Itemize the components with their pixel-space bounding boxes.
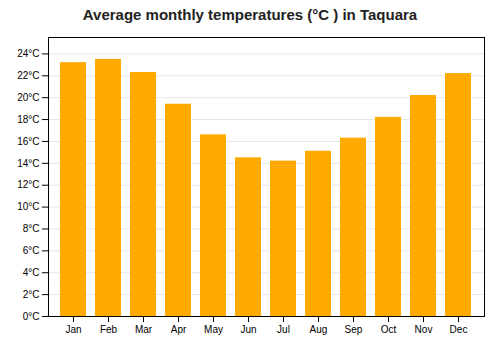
svg-text:12°C: 12°C — [17, 179, 39, 190]
svg-text:Aug: Aug — [310, 324, 328, 335]
svg-text:Jun: Jun — [240, 324, 256, 335]
svg-text:Sep: Sep — [345, 324, 363, 335]
svg-text:10°C: 10°C — [17, 201, 39, 212]
svg-text:Mar: Mar — [135, 324, 153, 335]
html-text:Average monthly temperatures (: Average monthly temperatures (°C ) in Ta… — [82, 6, 418, 23]
svg-text:Apr: Apr — [171, 324, 187, 335]
svg-text:8°C: 8°C — [23, 223, 40, 234]
svg-text:Oct: Oct — [381, 324, 397, 335]
svg-text:20°C: 20°C — [17, 92, 39, 103]
svg-text:16°C: 16°C — [17, 136, 39, 147]
svg-text:14°C: 14°C — [17, 158, 39, 169]
svg-text:4°C: 4°C — [23, 267, 40, 278]
svg-text:6°C: 6°C — [23, 245, 40, 256]
svg-text:2°C: 2°C — [23, 289, 40, 300]
svg-text:Jul: Jul — [277, 324, 290, 335]
svg-text:22°C: 22°C — [17, 70, 39, 81]
svg-text:May: May — [204, 324, 223, 335]
svg-text:Dec: Dec — [450, 324, 468, 335]
svg-text:24°C: 24°C — [17, 48, 39, 59]
svg-text:0°C: 0°C — [23, 311, 40, 322]
svg-text:Nov: Nov — [415, 324, 433, 335]
svg-text:18°C: 18°C — [17, 114, 39, 125]
svg-text:Feb: Feb — [100, 324, 118, 335]
svg-text:Jan: Jan — [65, 324, 81, 335]
